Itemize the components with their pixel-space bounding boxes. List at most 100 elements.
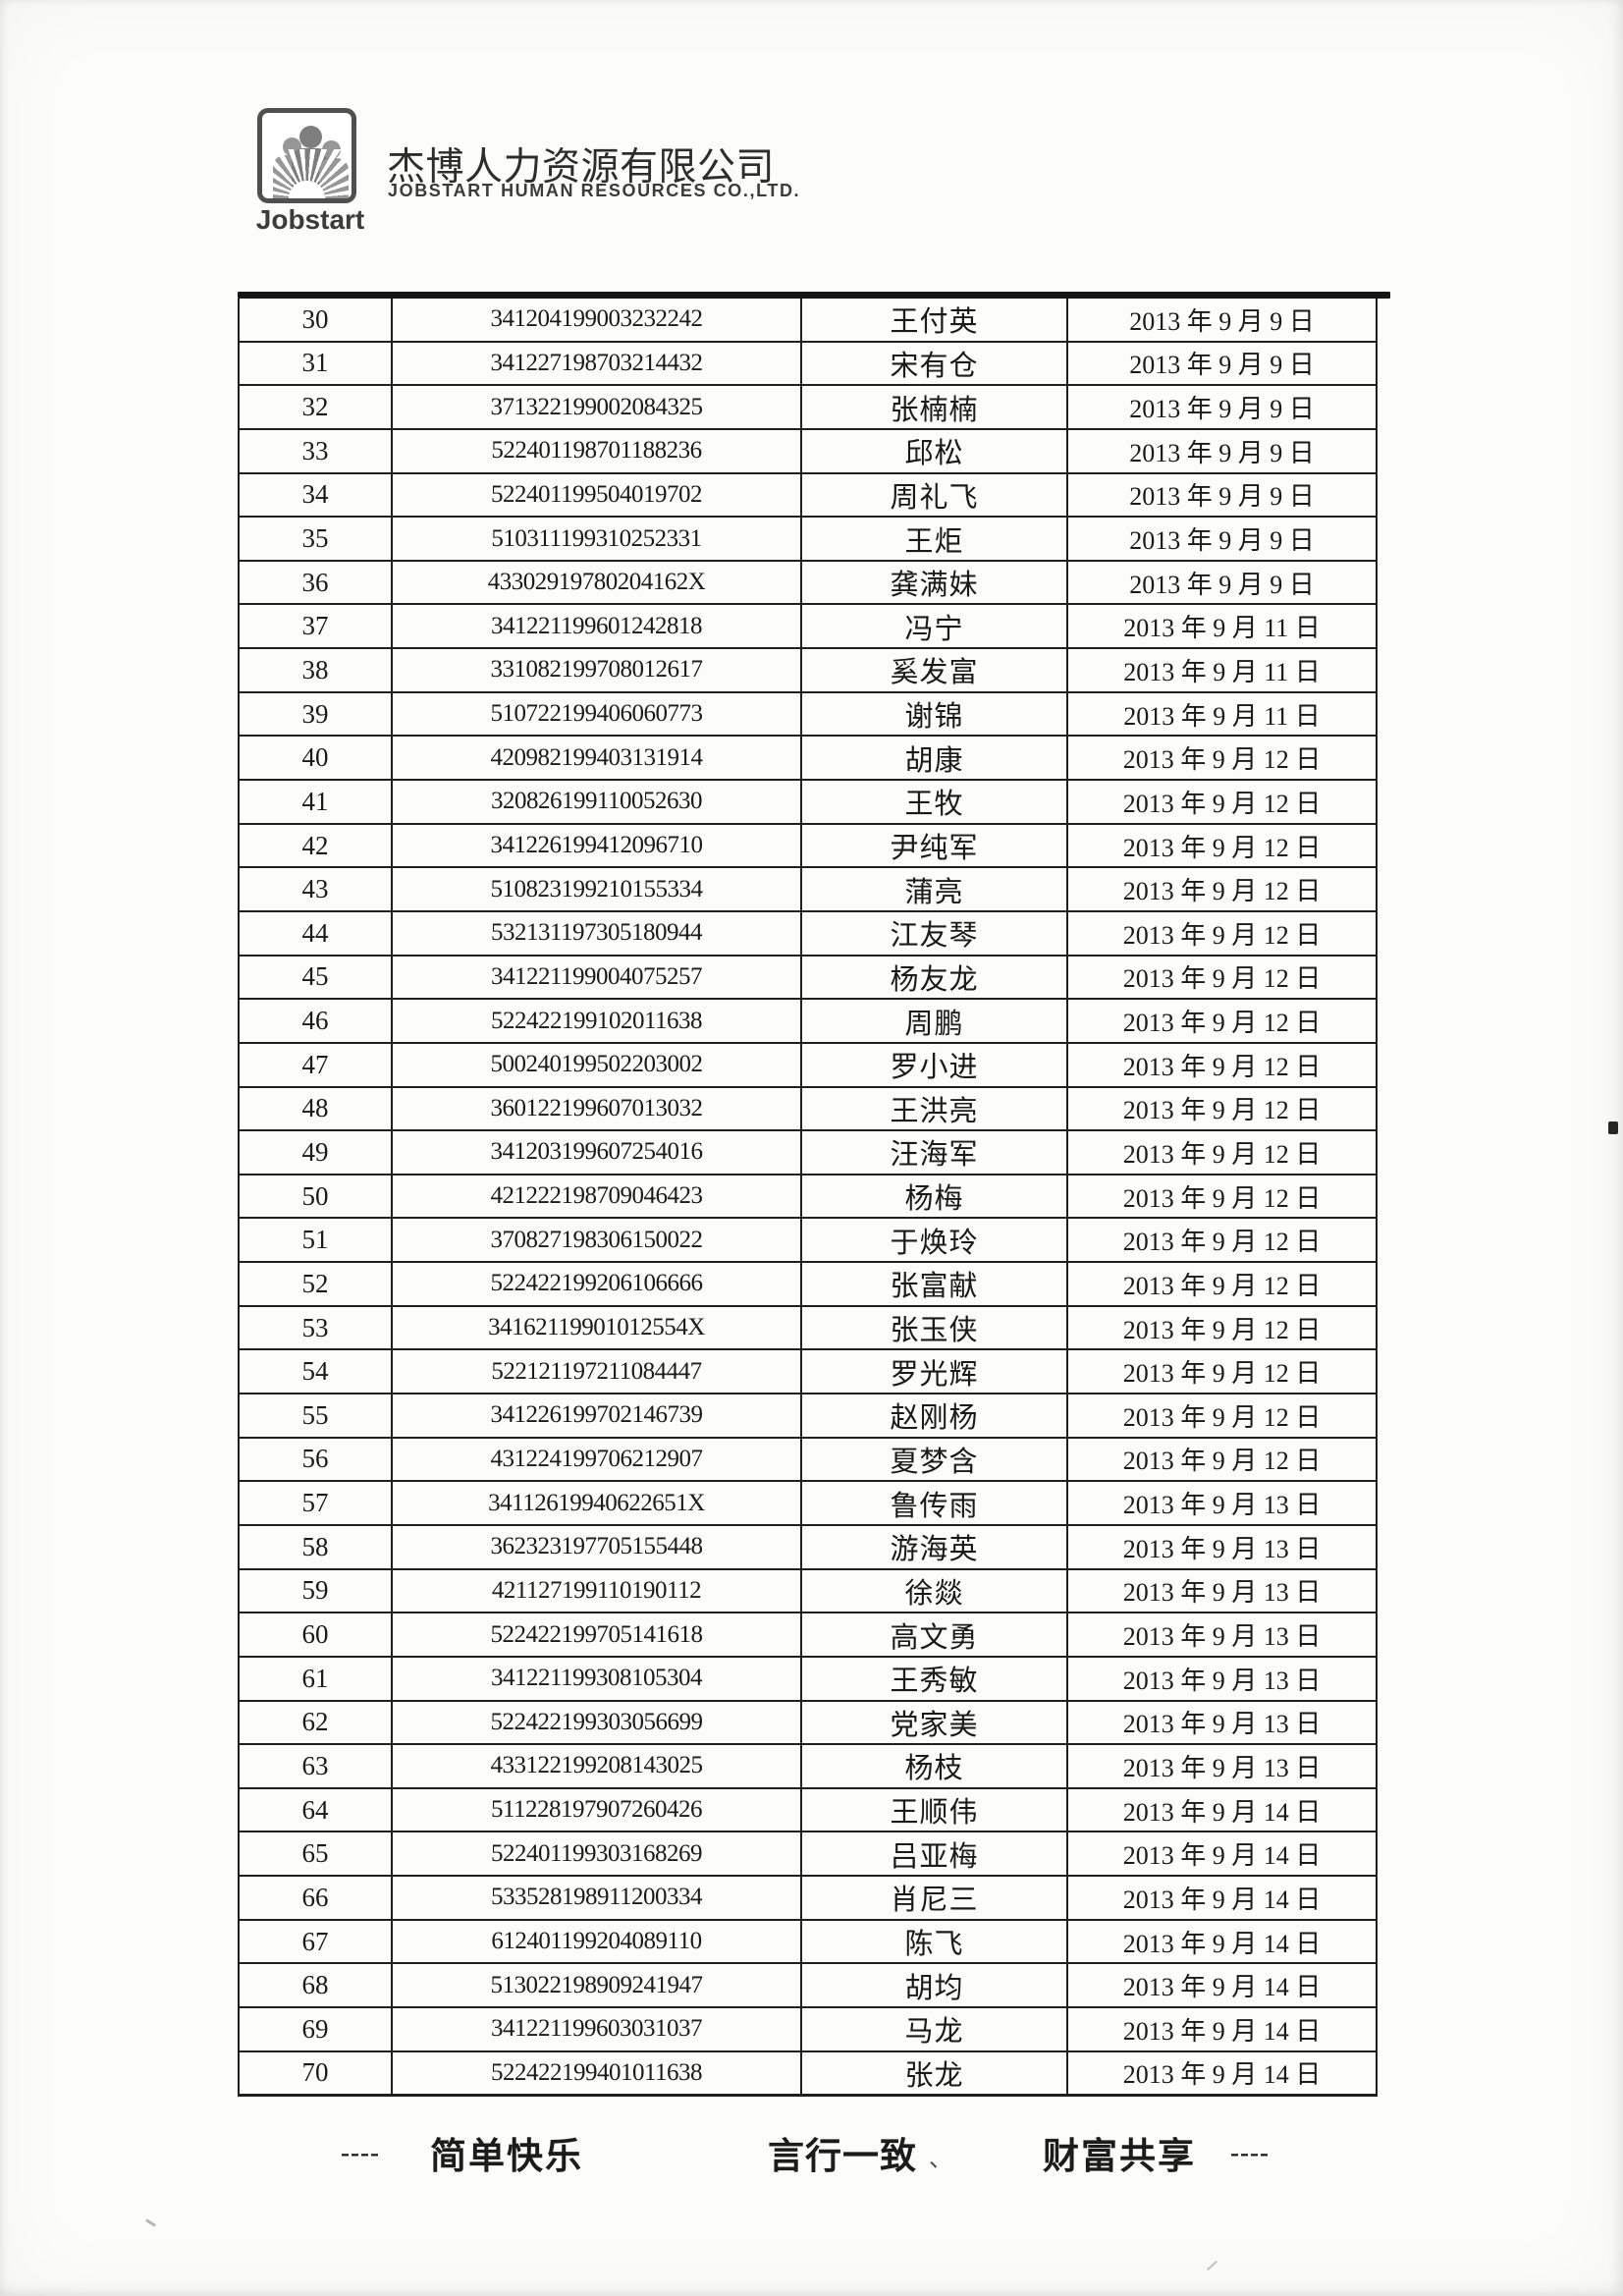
date-cell: 2013 年 9 月 13 日 [1122,1666,1322,1695]
id-number-cell: 320826199110052630 [393,781,802,823]
date-cell: 2013 年 9 月 11 日 [1123,701,1321,731]
row-number-cell: 44 [240,911,393,955]
table-row: 46 522422199102011638 周鹏 2013 年 9 月 12 日 [240,1000,1376,1044]
table-row: 58 362323197705155448 游海英 2013 年 9 月 13 … [240,1525,1376,1570]
id-number-cell: 371322199002084325 [393,386,802,428]
row-number-cell: 36 [240,561,393,604]
row-number-cell: 34 [240,473,393,517]
name-cell: 龚满妹 [802,561,1068,604]
footer-slogan-bar: ---- 简单快乐 言行一致 财富共享 ---- [0,2124,1623,2183]
footer-slogan-3: 财富共享 [1043,2137,1196,2177]
date-cell: 2013 年 9 月 12 日 [1122,789,1322,818]
id-number-cell: 360122199607013032 [393,1087,802,1130]
table-row: 66 533528198911200334 肖尼三 2013 年 9 月 14 … [240,1877,1376,1921]
row-number-cell: 49 [240,1131,393,1174]
table-row: 53 34162119901012554X 张玉侠 2013 年 9 月 12 … [240,1306,1376,1351]
date-cell: 2013 年 9 月 12 日 [1122,1183,1322,1213]
id-number-cell: 433122199208143025 [393,1745,802,1787]
name-cell: 张楠楠 [802,386,1068,428]
scan-stray-mark: 、 [929,2147,952,2172]
logo-person-center-head-icon [299,126,322,148]
date-cell: 2013 年 9 月 9 日 [1129,395,1315,424]
row-number-cell: 31 [240,342,393,385]
row-number-cell: 69 [240,2007,393,2050]
company-name-english: JOBSTART HUMAN RESOURCES CO.,LTD. [388,181,801,200]
id-number-cell: 421222198709046423 [393,1175,802,1218]
date-cell: 2013 年 9 月 14 日 [1122,1797,1322,1827]
row-number-cell: 60 [240,1613,393,1656]
table-row: 63 433122199208143025 杨枝 2013 年 9 月 13 日 [240,1745,1376,1789]
id-number-cell: 362323197705155448 [393,1525,802,1568]
row-number-cell: 39 [240,692,393,736]
id-number-cell: 341221199004075257 [393,956,802,999]
row-number-cell: 51 [240,1219,393,1262]
id-number-cell: 533528198911200334 [393,1877,802,1919]
date-cell: 2013 年 9 月 9 日 [1129,438,1315,467]
footer-dash-right: ---- [1230,2138,1270,2167]
table-row: 69 341221199603031037 马龙 2013 年 9 月 14 日 [240,2007,1376,2052]
id-number-cell: 341204199003232242 [393,299,802,341]
row-number-cell: 56 [240,1438,393,1481]
row-number-cell: 61 [240,1657,393,1700]
id-number-cell: 522422199303056699 [393,1701,802,1744]
row-number-cell: 66 [240,1877,393,1919]
name-cell: 罗小进 [802,1043,1068,1086]
date-cell: 2013 年 9 月 13 日 [1122,1710,1322,1739]
date-cell: 2013 年 9 月 13 日 [1122,1578,1322,1608]
table-row: 50 421222198709046423 杨梅 2013 年 9 月 12 日 [240,1175,1376,1220]
name-cell: 张玉侠 [802,1306,1068,1349]
scan-speck-bottom-right [1207,2260,1217,2271]
id-number-cell: 420982199403131914 [393,737,802,780]
row-number-cell: 52 [240,1263,393,1305]
date-cell: 2013 年 9 月 9 日 [1129,570,1315,599]
company-name-chinese: 杰博人力资源有限公司 [387,146,776,189]
name-cell: 游海英 [802,1525,1068,1568]
name-cell: 蒲亮 [802,868,1068,910]
name-cell: 鲁传雨 [802,1482,1068,1524]
footer-slogan-1: 简单快乐 [430,2137,583,2177]
date-cell: 2013 年 9 月 9 日 [1129,306,1315,336]
name-cell: 王炬 [802,518,1068,560]
date-cell: 2013 年 9 月 13 日 [1122,1491,1322,1520]
id-number-cell: 34162119901012554X [393,1306,802,1349]
table-row: 33 522401198701188236 邱松 2013 年 9 月 9 日 [240,429,1376,474]
date-cell: 2013 年 9 月 12 日 [1122,833,1322,862]
row-number-cell: 58 [240,1525,393,1568]
row-number-cell: 65 [240,1832,393,1876]
id-number-cell: 510823199210155334 [393,868,802,910]
row-number-cell: 62 [240,1701,393,1744]
name-cell: 党家美 [802,1701,1068,1744]
id-number-cell: 522422199206106666 [393,1263,802,1305]
row-number-cell: 40 [240,737,393,780]
table-row: 54 522121197211084447 罗光辉 2013 年 9 月 12 … [240,1350,1376,1395]
date-cell: 2013 年 9 月 14 日 [1122,2060,1322,2090]
date-cell: 2013 年 9 月 12 日 [1122,1447,1322,1476]
logo-wordmark: Jobstart [255,204,365,235]
row-number-cell: 42 [240,824,393,867]
name-cell: 汪海军 [802,1131,1068,1174]
table-row: 68 513022198909241947 胡均 2013 年 9 月 14 日 [240,1964,1376,2008]
id-number-cell: 612401199204089110 [393,1920,802,1963]
date-cell: 2013 年 9 月 12 日 [1122,1402,1322,1432]
table-row: 70 522422199401011638 张龙 2013 年 9 月 14 日 [240,2051,1376,2095]
id-number-cell: 431224199706212907 [393,1438,802,1481]
name-cell: 杨枝 [802,1745,1068,1787]
name-cell: 王顺伟 [802,1788,1068,1831]
name-cell: 徐燚 [802,1569,1068,1613]
date-cell: 2013 年 9 月 13 日 [1122,1622,1322,1652]
row-number-cell: 32 [240,386,393,428]
name-cell: 胡均 [802,1964,1068,2006]
name-cell: 冯宁 [802,605,1068,648]
id-number-cell: 522422199705141618 [393,1613,802,1656]
date-cell: 2013 年 9 月 11 日 [1123,614,1321,643]
table-top-rule [238,292,1390,299]
row-number-cell: 37 [240,605,393,648]
table-row: 51 370827198306150022 于焕玲 2013 年 9 月 12 … [240,1219,1376,1264]
logo-sun-icon [289,181,325,198]
name-cell: 张富献 [802,1263,1068,1305]
name-cell: 王付英 [802,299,1068,341]
name-cell: 高文勇 [802,1613,1068,1656]
id-number-cell: 34112619940622651X [393,1482,802,1524]
table-row: 32 371322199002084325 张楠楠 2013 年 9 月 9 日 [240,386,1376,430]
